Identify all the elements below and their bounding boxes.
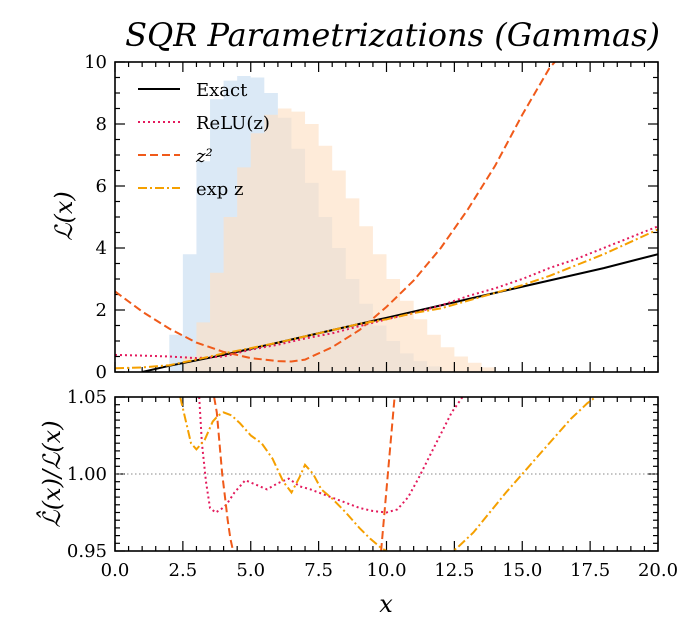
legend-label-relu: ReLU(z) <box>196 113 270 134</box>
top-y-tick-label: 10 <box>84 52 107 73</box>
ratio-line-z <box>380 397 396 551</box>
x-axis-label: x <box>379 590 393 618</box>
bottom-series-lines <box>179 397 597 551</box>
x-tick-label: 2.5 <box>169 560 198 581</box>
top-y-axis-label: ℒ(x) <box>50 191 78 241</box>
top-series-lines <box>115 62 658 372</box>
chart-title: SQR Parametrizations (Gammas) <box>125 16 660 54</box>
bottom-axis-ticks: 0.95 1.00 1.05 0.0 2.5 5.0 7.5 10.0 12.5 15.0 17.5… <box>67 387 678 581</box>
x-tick-label: 15.0 <box>502 560 542 581</box>
ratio-line-expz <box>179 397 597 551</box>
legend-label-square: z² <box>195 146 213 167</box>
x-tick-label: 10.0 <box>366 560 406 581</box>
bottom-plot-frame <box>114 396 659 552</box>
histogram-2 <box>182 108 496 372</box>
top-plot-frame <box>114 61 659 373</box>
x-tick-label: 20.0 <box>638 560 678 581</box>
histograms <box>169 75 496 372</box>
top-y-tick-label: 0 <box>96 362 107 383</box>
top-y-tick-label: 6 <box>96 176 107 197</box>
top-y-tick-label: 2 <box>96 300 107 321</box>
x-tick-label: 12.5 <box>434 560 474 581</box>
x-tick-label: 5.0 <box>236 560 265 581</box>
legend-label-exact: Exact <box>196 80 248 101</box>
bottom-y-axis-label: ℒ̂(x)/ℒ(x) <box>36 420 66 527</box>
legend-label-exp: exp z <box>196 179 244 200</box>
ratio-line-reluz <box>198 397 464 514</box>
bottom-y-tick-label: 0.95 <box>67 541 107 562</box>
x-tick-label: 0.0 <box>101 560 130 581</box>
top-axis-ticks: 0 2 4 6 8 10 <box>84 52 659 383</box>
top-y-tick-label: 8 <box>96 114 107 135</box>
legend: Exact ReLU(z) z² exp z <box>138 80 270 200</box>
ratio-line-z <box>213 397 235 551</box>
x-tick-label: 7.5 <box>304 560 333 581</box>
bottom-y-tick-label: 1.00 <box>67 464 107 485</box>
x-tick-label: 17.5 <box>570 560 610 581</box>
series-line-expz <box>115 228 658 370</box>
top-y-tick-label: 4 <box>96 238 107 259</box>
series-line-z <box>115 62 557 363</box>
bottom-y-tick-label: 1.05 <box>67 387 107 408</box>
